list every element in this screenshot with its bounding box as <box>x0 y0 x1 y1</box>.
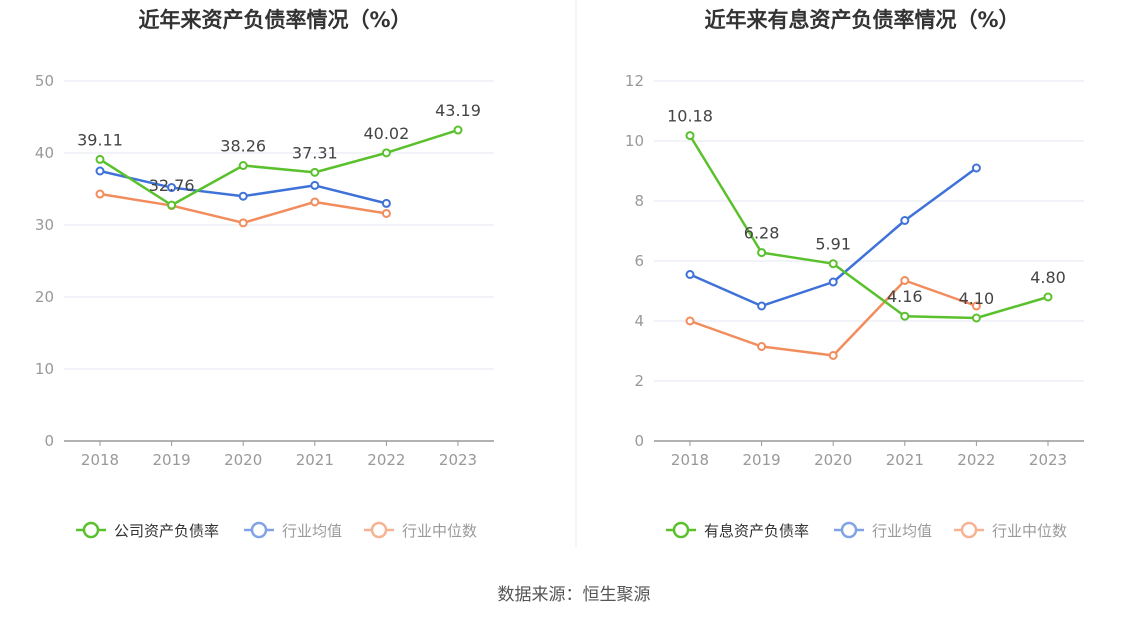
legend-marker <box>252 523 266 537</box>
data-label: 5.91 <box>815 235 851 254</box>
legend-marker <box>372 523 386 537</box>
chart-title: 近年来资产负债率情况（%） <box>138 8 411 32</box>
x-tick-label: 2023 <box>1029 451 1067 469</box>
y-tick-label: 4 <box>634 312 644 330</box>
data-point-avg <box>97 168 104 175</box>
data-point-avg <box>758 303 765 310</box>
data-label: 37.31 <box>292 143 338 162</box>
y-tick-label: 40 <box>35 144 54 162</box>
data-point-avg <box>973 165 980 172</box>
data-point-company <box>687 132 694 139</box>
data-label: 6.28 <box>744 224 780 243</box>
legend-label: 行业均值 <box>282 522 342 540</box>
legend-marker <box>674 523 688 537</box>
y-tick-label: 8 <box>634 192 644 210</box>
data-label: 32.76 <box>149 176 195 195</box>
y-tick-label: 20 <box>35 288 54 306</box>
data-label: 10.18 <box>667 107 713 126</box>
data-point-avg <box>687 271 694 278</box>
data-point-median <box>758 343 765 350</box>
data-point-median <box>240 219 247 226</box>
data-point-median <box>901 277 908 284</box>
data-point-company <box>901 313 908 320</box>
x-tick-label: 2018 <box>81 451 119 469</box>
data-label: 40.02 <box>363 124 409 143</box>
chart-title: 近年来有息资产负债率情况（%） <box>704 8 1019 32</box>
legend-item-avg: 行业均值 <box>244 522 342 540</box>
x-tick-label: 2021 <box>296 451 334 469</box>
charts-container: 近年来资产负债率情况（%） 0 10 20 30 40 50 2018 2019 2020 2021… <box>0 0 1148 619</box>
data-point-median <box>311 198 318 205</box>
data-source: 数据来源：恒生聚源 <box>0 580 1148 605</box>
data-point-company <box>97 156 104 163</box>
legend-item-avg: 行业均值 <box>834 522 932 540</box>
data-label: 43.19 <box>435 101 481 120</box>
data-point-company <box>1045 294 1052 301</box>
data-point-avg <box>311 182 318 189</box>
y-tick-label: 50 <box>35 72 54 90</box>
legend-marker <box>842 523 856 537</box>
legend-marker <box>962 523 976 537</box>
data-point-company <box>830 260 837 267</box>
data-point-company <box>240 162 247 169</box>
data-label: 38.26 <box>220 137 266 156</box>
x-tick-label: 2019 <box>153 451 191 469</box>
data-point-company <box>455 127 462 134</box>
data-point-median <box>383 210 390 217</box>
x-tick-label: 2020 <box>224 451 262 469</box>
legend-marker <box>84 523 98 537</box>
y-tick-label: 2 <box>634 372 644 390</box>
data-point-avg <box>383 200 390 207</box>
x-tick-label: 2022 <box>957 451 995 469</box>
x-tick-label: 2022 <box>367 451 405 469</box>
y-tick-label: 0 <box>44 432 54 450</box>
data-label: 4.10 <box>959 289 995 308</box>
legend-item-company: 有息资产负债率 <box>666 522 809 540</box>
legend-label: 行业中位数 <box>992 522 1067 540</box>
x-tick-label: 2018 <box>671 451 709 469</box>
data-point-company <box>311 169 318 176</box>
chart-panel-2: 近年来有息资产负债率情况（%） 0 2 4 6 8 10 12 2018 2019 2020 2021… <box>625 8 1084 540</box>
legend-label: 行业均值 <box>872 522 932 540</box>
data-point-median <box>687 318 694 325</box>
y-tick-label: 12 <box>625 72 644 90</box>
y-tick-label: 6 <box>634 252 644 270</box>
data-point-company <box>758 249 765 256</box>
chart-panel-1: 近年来资产负债率情况（%） 0 10 20 30 40 50 2018 2019 2020 2021… <box>35 8 494 540</box>
data-label: 39.11 <box>77 130 123 149</box>
data-point-median <box>97 191 104 198</box>
legend-label: 有息资产负债率 <box>704 522 809 540</box>
data-point-avg <box>240 193 247 200</box>
x-tick-label: 2019 <box>743 451 781 469</box>
legend-item-median: 行业中位数 <box>954 522 1067 540</box>
data-point-company <box>383 149 390 156</box>
y-tick-label: 10 <box>35 360 54 378</box>
y-tick-label: 30 <box>35 216 54 234</box>
data-label: 4.80 <box>1030 268 1066 287</box>
data-point-avg <box>901 217 908 224</box>
data-point-median <box>830 352 837 359</box>
legend-label: 公司资产负债率 <box>114 522 219 540</box>
data-point-company <box>973 315 980 322</box>
legend-item-median: 行业中位数 <box>364 522 477 540</box>
x-tick-label: 2023 <box>439 451 477 469</box>
y-tick-label: 10 <box>625 132 644 150</box>
data-label: 4.16 <box>887 287 923 306</box>
charts-svg: 近年来资产负债率情况（%）010203040502018 2019 2020 2021… <box>0 0 1148 619</box>
y-tick-label: 0 <box>634 432 644 450</box>
data-point-company <box>168 202 175 209</box>
x-tick-label: 2020 <box>814 451 852 469</box>
legend-label: 行业中位数 <box>402 522 477 540</box>
legend-item-company: 公司资产负债率 <box>76 522 219 540</box>
data-point-avg <box>830 279 837 286</box>
x-tick-label: 2021 <box>886 451 924 469</box>
